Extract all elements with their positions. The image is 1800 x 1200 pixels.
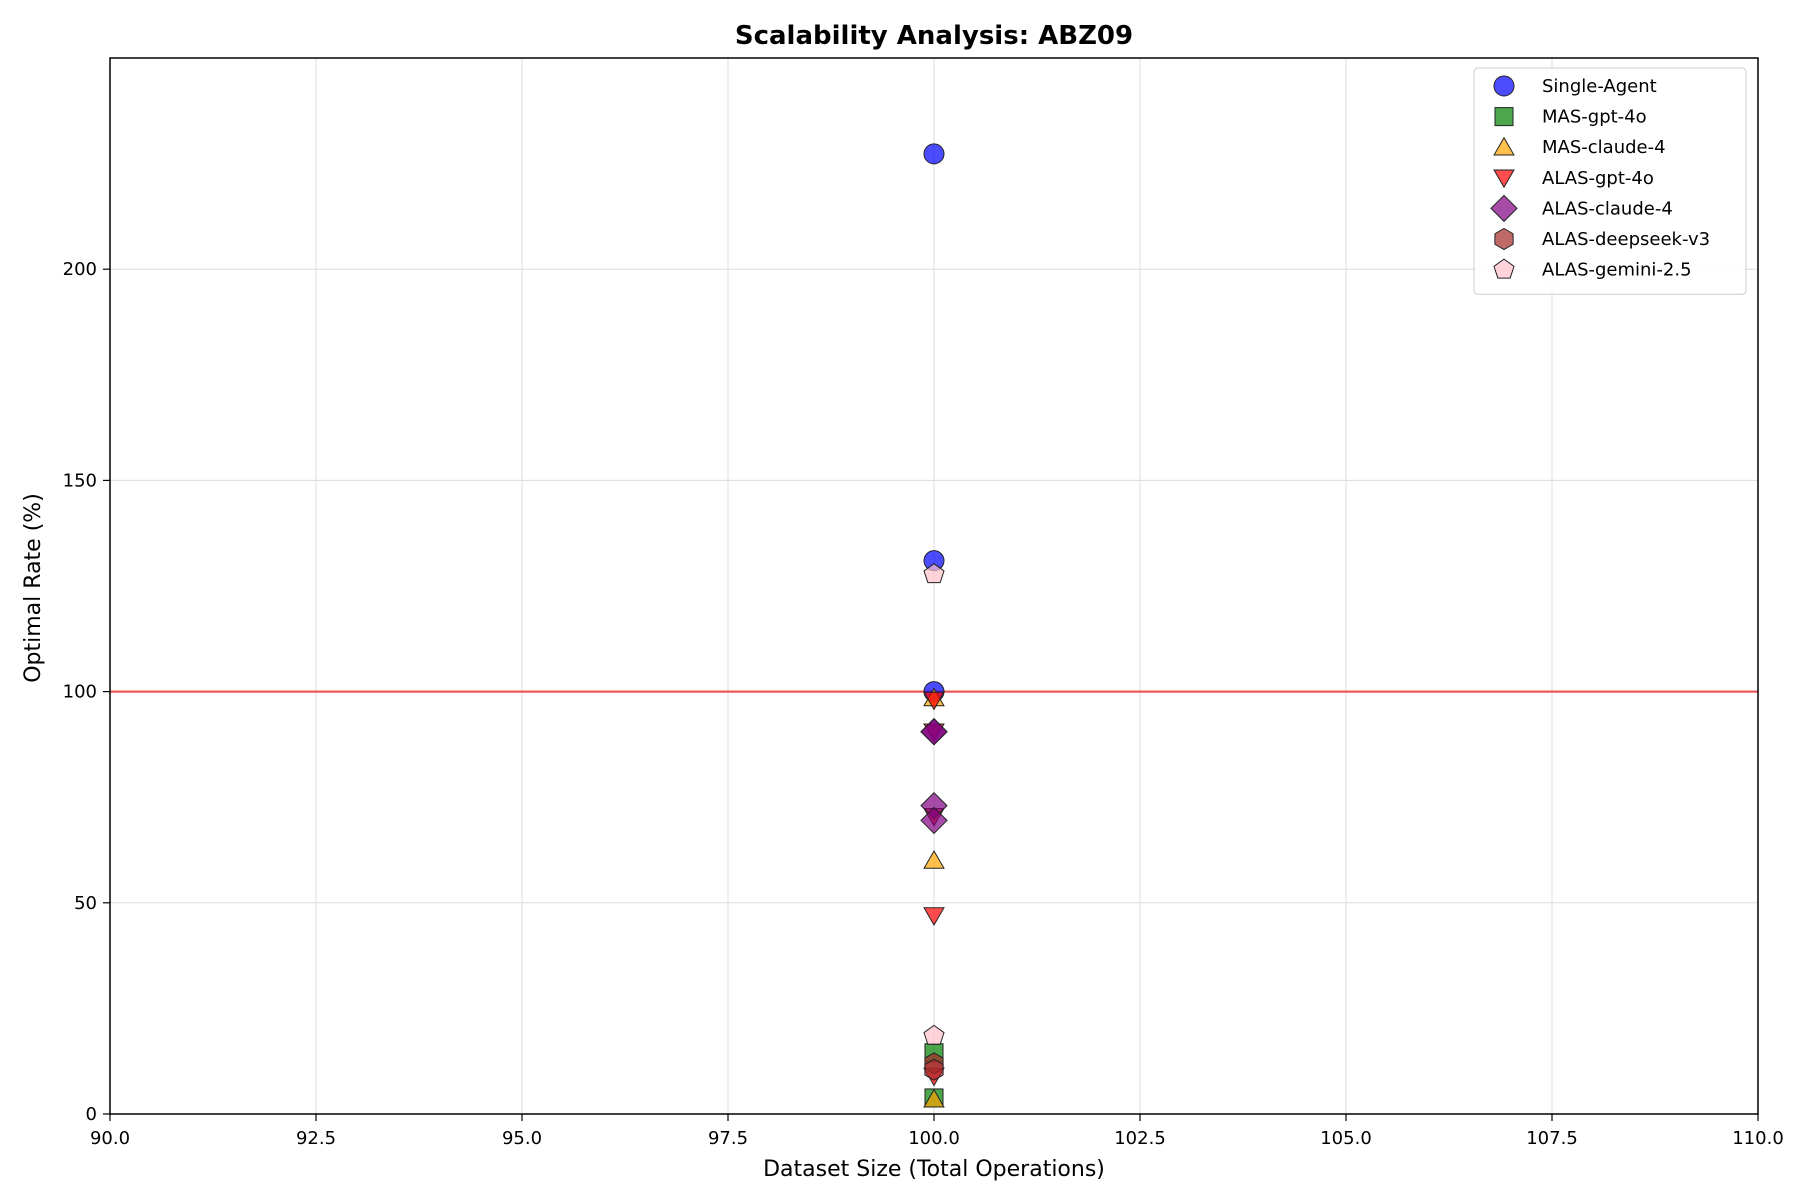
- y-tick-label: 0: [86, 1104, 97, 1125]
- legend-marker: [1493, 258, 1515, 279]
- legend-item: MAS-gpt-4o: [1494, 107, 1647, 128]
- data-point: [923, 1088, 945, 1108]
- legend-label: MAS-gpt-4o: [1542, 107, 1647, 128]
- x-tick-label: 90.0: [90, 1128, 130, 1149]
- data-point: [923, 691, 945, 711]
- series-alas-claude-4: [920, 718, 948, 835]
- legend-item: ALAS-deepseek-v3: [1494, 227, 1710, 251]
- legend-marker: [1494, 107, 1514, 127]
- x-axis-label: Dataset Size (Total Operations): [763, 1157, 1105, 1182]
- data-point: [920, 718, 948, 746]
- x-tick-label: 97.5: [708, 1128, 748, 1149]
- x-tick-label: 107.5: [1526, 1128, 1578, 1149]
- y-tick-label: 200: [63, 259, 97, 280]
- y-tick-label: 150: [63, 470, 97, 491]
- x-tick-label: 92.5: [296, 1128, 336, 1149]
- legend-marker: [1493, 136, 1515, 156]
- y-axis-label: Optimal Rate (%): [21, 493, 46, 683]
- data-point: [920, 806, 948, 835]
- data-point: [924, 1058, 944, 1081]
- legend-label: MAS-claude-4: [1542, 137, 1666, 158]
- legend-box: [1473, 67, 1747, 295]
- x-tick-label: 95.0: [502, 1128, 542, 1149]
- y-axis-ticks: 0 50 100 150 200: [63, 259, 110, 1125]
- legend-marker: [1493, 75, 1515, 97]
- y-tick-label: 50: [74, 893, 97, 914]
- legend-item: ALAS-gemini-2.5: [1493, 258, 1692, 281]
- chart-title: Scalability Analysis: ABZ09: [735, 21, 1133, 51]
- legend-label: ALAS-claude-4: [1542, 198, 1673, 219]
- legend: Single-Agent MAS-gpt-4o MAS-claude-4 ALAS-g…: [1473, 67, 1747, 295]
- legend-item: MAS-claude-4: [1493, 136, 1666, 158]
- x-tick-label: 105.0: [1320, 1128, 1372, 1149]
- data-point: [923, 563, 945, 584]
- legend-marker: [1490, 194, 1518, 223]
- x-axis-ticks: 90.0 92.5 95.0 97.5 100.0 102.5 105.0 107.5 110.…: [90, 1114, 1784, 1149]
- legend-label: Single-Agent: [1542, 76, 1657, 97]
- x-tick-label: 110.0: [1732, 1128, 1784, 1149]
- data-point: [923, 907, 945, 926]
- x-tick-label: 102.5: [1114, 1128, 1166, 1149]
- legend-label: ALAS-deepseek-v3: [1542, 229, 1710, 250]
- y-tick-label: 100: [63, 682, 97, 703]
- legend-marker: [1493, 169, 1515, 189]
- data-point: [923, 1024, 945, 1045]
- series-alas-gemini-2-5: [923, 563, 945, 1045]
- data-point: [923, 143, 945, 165]
- legend-item: ALAS-claude-4: [1490, 194, 1673, 223]
- legend-item: ALAS-gpt-4o: [1493, 168, 1654, 189]
- legend-marker: [1494, 227, 1514, 251]
- series-alas-deepseek-v3: [924, 1052, 944, 1081]
- data-point: [923, 850, 945, 869]
- x-tick-label: 100.0: [908, 1128, 960, 1149]
- legend-label: ALAS-gemini-2.5: [1542, 260, 1692, 281]
- data-points: [920, 143, 948, 1108]
- legend-label: ALAS-gpt-4o: [1542, 168, 1654, 189]
- legend-item: Single-Agent: [1493, 75, 1657, 97]
